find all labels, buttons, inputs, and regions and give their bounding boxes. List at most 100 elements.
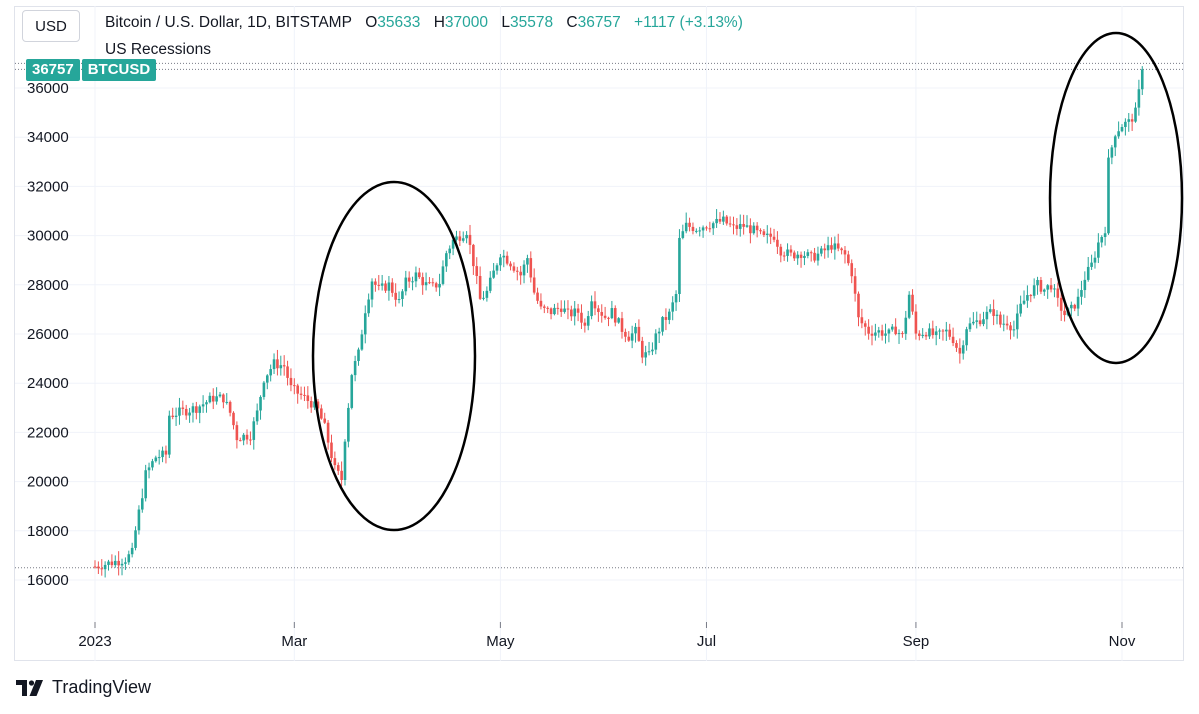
candle[interactable]: [627, 331, 631, 342]
candle[interactable]: [1029, 294, 1033, 303]
candle[interactable]: [1015, 304, 1019, 339]
candle[interactable]: [252, 417, 256, 450]
candle[interactable]: [289, 368, 293, 392]
candle[interactable]: [401, 289, 404, 307]
candle[interactable]: [853, 268, 857, 302]
candle[interactable]: [570, 305, 573, 321]
candle[interactable]: [786, 243, 789, 262]
candle[interactable]: [985, 306, 989, 330]
candle[interactable]: [245, 429, 249, 445]
candle[interactable]: [695, 228, 698, 234]
candle[interactable]: [880, 324, 884, 341]
candle[interactable]: [529, 251, 533, 283]
candle[interactable]: [890, 323, 894, 332]
candle[interactable]: [644, 345, 647, 366]
candle[interactable]: [97, 561, 100, 575]
candle[interactable]: [1127, 113, 1131, 132]
candle[interactable]: [573, 301, 577, 326]
candle[interactable]: [1093, 251, 1097, 269]
candle[interactable]: [999, 311, 1002, 328]
candle[interactable]: [147, 462, 151, 479]
candle[interactable]: [117, 551, 120, 576]
candle[interactable]: [424, 272, 428, 291]
candle[interactable]: [1012, 320, 1016, 337]
candle[interactable]: [296, 383, 299, 404]
candle[interactable]: [1103, 226, 1107, 246]
candle[interactable]: [299, 386, 303, 400]
october-rally-ellipse[interactable]: [1048, 31, 1184, 365]
candle[interactable]: [911, 289, 914, 315]
indicator-label[interactable]: US Recessions: [105, 41, 211, 58]
candle[interactable]: [293, 378, 296, 395]
candle[interactable]: [887, 328, 891, 343]
candle[interactable]: [995, 310, 999, 325]
candle[interactable]: [600, 304, 604, 323]
candle[interactable]: [1090, 254, 1093, 270]
candle[interactable]: [191, 402, 195, 423]
candle[interactable]: [809, 250, 813, 262]
candle[interactable]: [1097, 233, 1100, 264]
candle[interactable]: [377, 275, 381, 291]
candle[interactable]: [701, 225, 705, 238]
candle[interactable]: [390, 278, 394, 297]
candle[interactable]: [404, 270, 408, 296]
candle[interactable]: [874, 323, 877, 341]
candle[interactable]: [157, 449, 161, 465]
candle[interactable]: [613, 305, 617, 327]
candle[interactable]: [843, 246, 847, 264]
candle[interactable]: [735, 218, 739, 236]
candle[interactable]: [593, 291, 597, 316]
candle[interactable]: [1039, 276, 1043, 295]
candle[interactable]: [1130, 113, 1134, 131]
candle[interactable]: [688, 217, 691, 232]
candle[interactable]: [961, 340, 965, 360]
candle[interactable]: [708, 221, 712, 233]
candle[interactable]: [691, 222, 695, 235]
candle[interactable]: [799, 251, 803, 268]
candle[interactable]: [242, 433, 245, 446]
candle[interactable]: [509, 261, 512, 271]
candle[interactable]: [566, 300, 570, 320]
candle[interactable]: [333, 451, 337, 470]
candle[interactable]: [262, 380, 266, 400]
candle[interactable]: [286, 360, 289, 386]
candle[interactable]: [350, 373, 354, 410]
candle[interactable]: [549, 307, 553, 320]
candle[interactable]: [546, 306, 549, 314]
currency-button[interactable]: USD: [22, 10, 80, 42]
candle[interactable]: [664, 308, 668, 331]
candle[interactable]: [370, 278, 374, 308]
candle[interactable]: [394, 283, 397, 307]
candle[interactable]: [211, 388, 215, 410]
candle[interactable]: [137, 505, 141, 535]
candle[interactable]: [597, 305, 600, 322]
candle[interactable]: [948, 323, 952, 340]
candle[interactable]: [1059, 291, 1063, 321]
candle[interactable]: [836, 233, 840, 252]
candle[interactable]: [1009, 322, 1012, 340]
candle[interactable]: [742, 214, 745, 235]
candle[interactable]: [343, 439, 347, 486]
candle[interactable]: [208, 392, 212, 404]
candle[interactable]: [951, 327, 955, 347]
candle[interactable]: [654, 329, 658, 355]
candle[interactable]: [850, 259, 854, 284]
candle[interactable]: [397, 291, 401, 304]
candle[interactable]: [563, 300, 566, 314]
candle[interactable]: [306, 386, 310, 409]
candle[interactable]: [154, 455, 158, 463]
candle[interactable]: [1120, 124, 1124, 133]
candle[interactable]: [235, 421, 239, 449]
candle[interactable]: [823, 243, 827, 259]
candle[interactable]: [198, 404, 202, 424]
candle[interactable]: [357, 347, 360, 366]
candle[interactable]: [958, 338, 962, 364]
candle[interactable]: [472, 243, 475, 275]
candle[interactable]: [482, 291, 485, 301]
candle[interactable]: [512, 262, 516, 273]
candle[interactable]: [620, 311, 624, 339]
candle[interactable]: [434, 281, 438, 292]
candle[interactable]: [340, 461, 343, 487]
candle[interactable]: [222, 393, 225, 409]
